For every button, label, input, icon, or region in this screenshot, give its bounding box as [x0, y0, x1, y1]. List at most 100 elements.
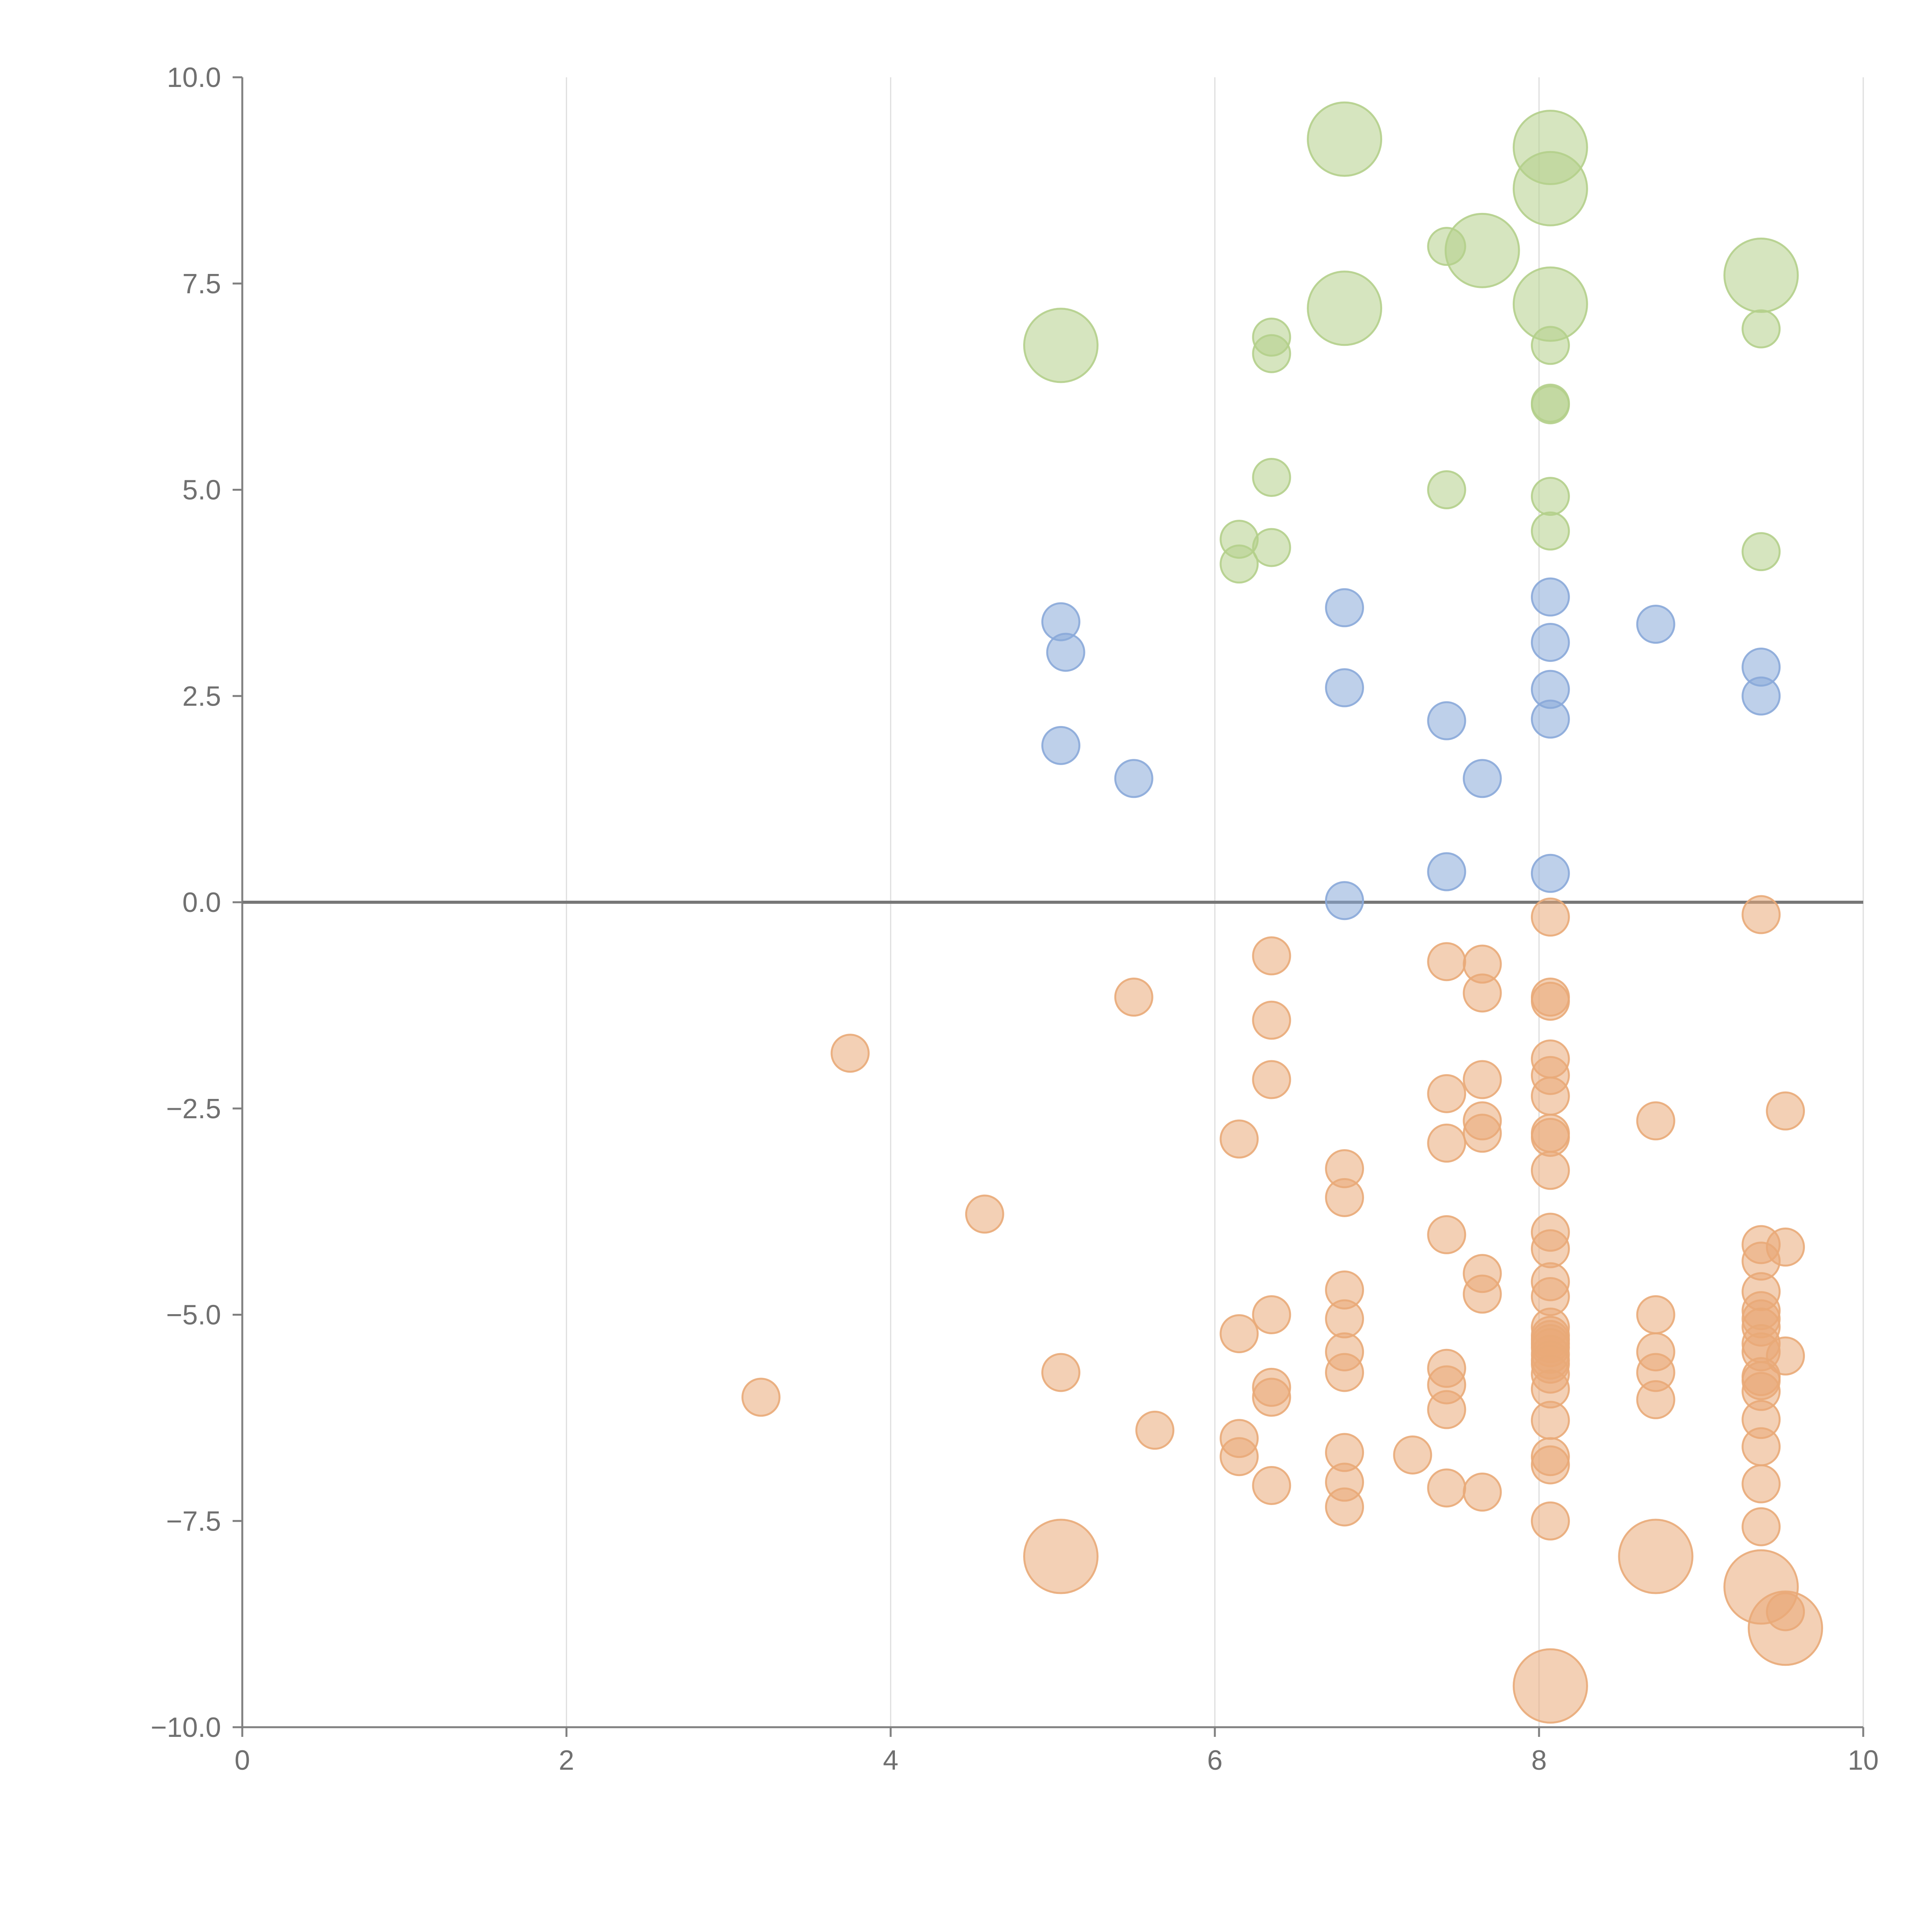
data-point-series-3: [1427, 1215, 1466, 1254]
data-point-series-3: [1463, 1473, 1502, 1512]
data-point-series-1: [1252, 334, 1291, 373]
data-point-series-1: [1427, 227, 1466, 266]
data-point-series-3: [1427, 1074, 1466, 1113]
data-point-series-2: [1463, 759, 1502, 798]
data-point-series-3: [1135, 1410, 1175, 1450]
y-tick-label: −7.5: [166, 1506, 221, 1537]
data-point-series-3: [1252, 1378, 1291, 1417]
data-point-series-1: [1723, 237, 1799, 313]
data-point-series-3: [1463, 1060, 1502, 1099]
data-point-series-1: [1219, 544, 1259, 584]
data-point-series-3: [1427, 1123, 1466, 1163]
data-point-series-3: [1463, 973, 1502, 1013]
data-point-series-2: [1325, 668, 1364, 707]
data-point-series-3: [1531, 1501, 1570, 1541]
x-tick-label: 4: [883, 1745, 898, 1776]
data-point-series-1: [1307, 101, 1383, 177]
data-point-series-3: [741, 1378, 781, 1417]
x-tick-label: 2: [559, 1745, 574, 1776]
data-point-series-2: [1427, 852, 1466, 891]
data-point-series-3: [1252, 1000, 1291, 1040]
data-point-series-1: [1252, 528, 1291, 567]
data-point-series-3: [1766, 1091, 1805, 1131]
data-point-series-3: [965, 1194, 1004, 1234]
data-point-series-3: [830, 1034, 870, 1073]
data-point-series-3: [1325, 1299, 1364, 1338]
data-point-series-3: [1636, 1380, 1675, 1419]
data-point-series-3: [1219, 1119, 1259, 1159]
x-tick-label: 0: [235, 1745, 250, 1776]
data-point-series-3: [1531, 1445, 1570, 1485]
data-point-series-3: [1742, 895, 1781, 934]
data-point-series-3: [1531, 1229, 1570, 1269]
data-point-series-3: [1742, 1507, 1781, 1546]
data-point-series-1: [1531, 326, 1570, 365]
y-tick-label: 2.5: [182, 681, 221, 712]
x-tick-label: 10: [1848, 1745, 1879, 1776]
data-point-series-3: [1325, 1487, 1364, 1527]
data-point-series-3: [1325, 1178, 1364, 1217]
data-point-series-2: [1531, 699, 1570, 739]
data-point-series-3: [1219, 1437, 1259, 1476]
data-point-series-3: [1636, 1295, 1675, 1334]
data-point-series-3: [1531, 1077, 1570, 1116]
data-point-series-3: [1427, 1390, 1466, 1429]
data-point-series-1: [1252, 457, 1291, 497]
data-point-series-3: [1531, 1401, 1570, 1440]
data-point-series-3: [1531, 1151, 1570, 1190]
data-point-series-3: [1742, 1464, 1781, 1503]
data-point-series-1: [1531, 385, 1570, 425]
data-point-series-3: [1114, 978, 1153, 1017]
data-point-series-2: [1531, 854, 1570, 893]
tick-labels: 0 2 4 6 8 10 −10.0 −7.5 −5.0 −2.5 0.0 2.5 5.0 7.5 10.0: [151, 62, 1879, 1776]
y-tick-label: −5.0: [166, 1300, 221, 1331]
data-point-series-2: [1325, 588, 1364, 628]
data-point-series-3: [1531, 981, 1570, 1021]
data-point-series-2: [1114, 759, 1153, 798]
data-point-series-3: [1463, 1274, 1502, 1314]
data-point-series-1: [1427, 470, 1466, 509]
data-point-series-3: [1252, 936, 1291, 976]
data-points: [741, 101, 1823, 1724]
data-point-series-1: [1512, 151, 1588, 226]
data-point-series-3: [1531, 1117, 1570, 1157]
data-point-series-3: [1618, 1519, 1694, 1594]
data-point-series-3: [1252, 1295, 1291, 1334]
data-point-series-2: [1325, 881, 1364, 920]
y-tick-label: 5.0: [182, 475, 221, 506]
x-tick-label: 6: [1207, 1745, 1223, 1776]
data-point-series-2: [1531, 577, 1570, 617]
x-tick-label: 8: [1531, 1745, 1547, 1776]
data-point-series-3: [1219, 1314, 1259, 1354]
data-point-series-1: [1023, 308, 1099, 383]
y-tick-label: −10.0: [151, 1712, 221, 1743]
data-point-series-1: [1307, 270, 1383, 346]
data-point-series-3: [1427, 942, 1466, 981]
data-point-series-3: [1512, 1648, 1588, 1724]
data-point-series-3: [1636, 1101, 1675, 1141]
data-point-series-3: [1023, 1519, 1099, 1594]
data-point-series-2: [1041, 726, 1080, 765]
data-point-series-3: [1531, 897, 1570, 937]
data-point-series-1: [1531, 477, 1570, 516]
y-tick-label: 0.0: [182, 887, 221, 918]
data-point-series-2: [1636, 605, 1675, 644]
data-point-series-3: [1742, 1427, 1781, 1466]
y-tick-label: −2.5: [166, 1094, 221, 1124]
data-point-series-3: [1041, 1353, 1080, 1392]
data-point-series-3: [1748, 1590, 1823, 1666]
data-point-series-3: [1252, 1466, 1291, 1505]
y-tick-label: 7.5: [182, 269, 221, 299]
y-tick-label: 10.0: [167, 62, 221, 93]
data-point-series-1: [1742, 309, 1781, 349]
data-point-series-3: [1252, 1060, 1291, 1099]
data-point-series-2: [1427, 701, 1466, 740]
data-point-series-1: [1742, 532, 1781, 571]
data-point-series-1: [1531, 511, 1570, 551]
data-point-series-3: [1463, 1114, 1502, 1153]
data-point-series-3: [1393, 1435, 1432, 1475]
data-point-series-3: [1325, 1353, 1364, 1392]
data-point-series-2: [1531, 622, 1570, 662]
